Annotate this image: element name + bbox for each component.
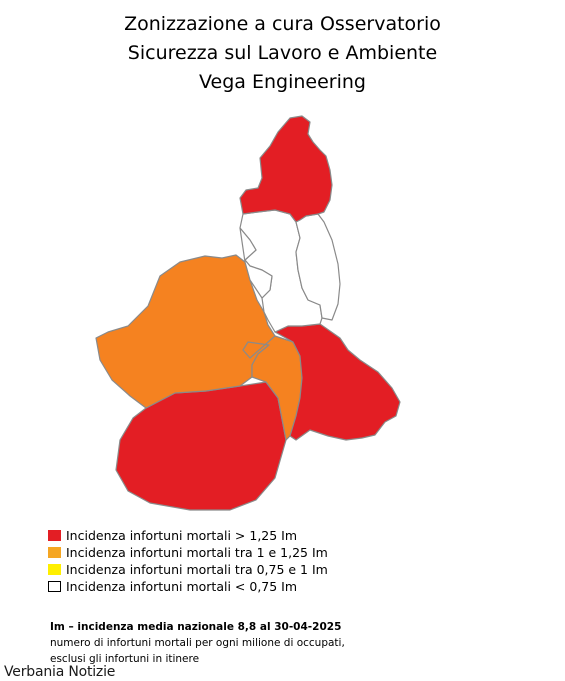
- watermark-text: Verbania Notizie: [4, 664, 116, 680]
- legend-swatch-red: [48, 530, 61, 541]
- legend-item-yellow: Incidenza infortuni mortali tra 0,75 e 1…: [48, 561, 328, 578]
- map-notes: Im – incidenza media nazionale 8,8 al 30…: [50, 619, 345, 667]
- legend-item-orange: Incidenza infortuni mortali tra 1 e 1,25…: [48, 544, 328, 561]
- title-line-3: Vega Engineering: [199, 71, 366, 93]
- province-biella: [239, 227, 273, 299]
- title-line-2: Sicurezza sul Lavoro e Ambiente: [127, 42, 438, 64]
- legend-swatch-yellow: [48, 564, 61, 575]
- legend-label: Incidenza infortuni mortali < 0,75 Im: [66, 579, 298, 594]
- province-novara: [295, 213, 341, 321]
- province-vco: [239, 115, 333, 223]
- legend-label: Incidenza infortuni mortali tra 1 e 1,25…: [66, 545, 328, 560]
- note-exclusions: esclusi gli infortuni in itinere: [50, 653, 200, 665]
- legend-label: Incidenza infortuni mortali > 1,25 Im: [66, 528, 298, 543]
- note-average-incidence: Im – incidenza media nazionale 8,8 al 30…: [50, 621, 342, 633]
- province-alessandria: [274, 323, 401, 441]
- legend-label: Incidenza infortuni mortali tra 0,75 e 1…: [66, 562, 328, 577]
- map-title: Zonizzazione a cura Osservatorio Sicurez…: [0, 10, 565, 97]
- note-definition: numero di infortuni mortali per ogni mil…: [50, 637, 345, 649]
- legend-item-white: Incidenza infortuni mortali < 0,75 Im: [48, 578, 328, 595]
- legend-swatch-white: [48, 581, 61, 592]
- legend-swatch-orange: [48, 547, 61, 558]
- title-line-1: Zonizzazione a cura Osservatorio: [124, 13, 441, 35]
- legend-item-red: Incidenza infortuni mortali > 1,25 Im: [48, 527, 328, 544]
- map-legend: Incidenza infortuni mortali > 1,25 Im In…: [48, 527, 328, 595]
